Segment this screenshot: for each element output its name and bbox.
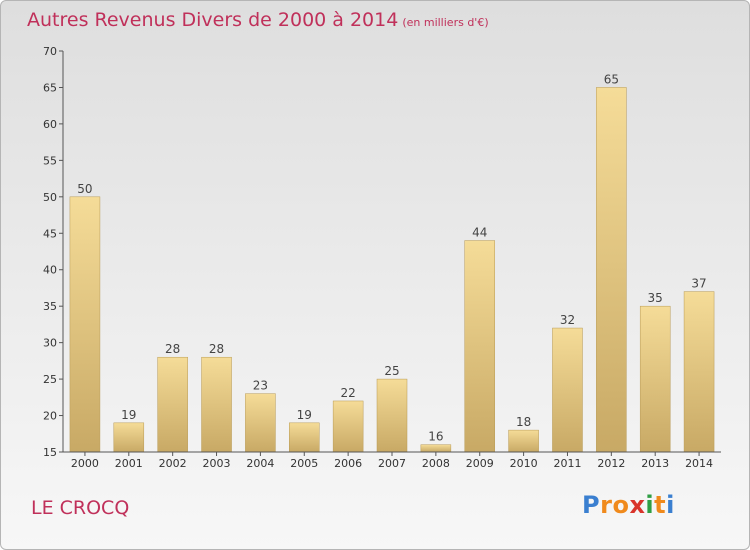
y-tick-label-55: 55 <box>43 154 57 167</box>
data-label-2008: 16 <box>428 430 443 444</box>
bar-2012 <box>596 87 627 453</box>
x-tick-label-2009: 2009 <box>466 457 494 470</box>
x-tick-label-2001: 2001 <box>115 457 143 470</box>
x-tick-label-2004: 2004 <box>246 457 274 470</box>
data-label-2001: 19 <box>121 408 136 422</box>
logo-letter: i <box>645 491 655 519</box>
data-label-2000: 50 <box>77 182 92 196</box>
bar-2008 <box>420 444 452 453</box>
logo-letter: o <box>612 491 630 519</box>
x-tick-label-2014: 2014 <box>685 457 713 470</box>
place-name: LE CROCQ <box>31 497 130 519</box>
data-label-2004: 23 <box>253 379 268 393</box>
data-label-2007: 25 <box>384 364 399 378</box>
bar-2003 <box>201 356 232 453</box>
axes-group: 2000 2001 2002 2003 2004 2005 2006 2007 2008 2009… <box>43 45 721 470</box>
bar-2011 <box>552 327 583 453</box>
y-tick-label-65: 65 <box>43 81 57 94</box>
bar-2005 <box>289 422 320 453</box>
data-label-2014: 37 <box>691 277 706 291</box>
data-label-2005: 19 <box>297 408 312 422</box>
chart-subtitle: (en milliers d'€) <box>402 16 489 29</box>
data-label-2009: 44 <box>472 226 487 240</box>
data-label-2010: 18 <box>516 415 531 429</box>
y-tick-label-70: 70 <box>43 45 57 58</box>
bar-2001 <box>113 422 145 453</box>
data-label-2013: 35 <box>648 291 663 305</box>
x-tick-label-2000: 2000 <box>71 457 99 470</box>
bar-2006 <box>332 400 364 453</box>
x-tick-label-2006: 2006 <box>334 457 362 470</box>
x-tick-label-2008: 2008 <box>422 457 450 470</box>
data-label-2003: 28 <box>209 342 224 356</box>
bar-2014 <box>683 291 715 453</box>
x-tick-label-2012: 2012 <box>597 457 625 470</box>
x-tick-label-2003: 2003 <box>203 457 231 470</box>
y-tick-label-60: 60 <box>43 118 57 131</box>
x-tick-label-2013: 2013 <box>641 457 669 470</box>
data-label-2012: 65 <box>604 72 619 86</box>
logo-letter: t <box>654 491 667 519</box>
chart-title: Autres Revenus Divers de 2000 à 2014 (en … <box>27 9 489 31</box>
bar-2000 <box>69 196 101 453</box>
y-tick-label-30: 30 <box>43 337 57 350</box>
bar-2013 <box>639 305 671 453</box>
y-tick-label-25: 25 <box>43 373 57 386</box>
x-tick-label-2010: 2010 <box>510 457 538 470</box>
y-tick-label-50: 50 <box>43 191 57 204</box>
logo-letter: x <box>629 491 646 519</box>
y-tick-label-40: 40 <box>43 264 57 277</box>
y-tick-label-35: 35 <box>43 300 57 313</box>
bar-2010 <box>508 429 539 453</box>
bar-2002 <box>157 356 188 453</box>
x-tick-label-2005: 2005 <box>290 457 318 470</box>
y-tick-label-15: 15 <box>43 446 57 459</box>
y-tick-label-45: 45 <box>43 227 57 240</box>
bars-group: 50 19 28 28 23 19 22 25 16 44 18 32 65 35 37 <box>69 72 715 453</box>
x-tick-label-2011: 2011 <box>553 457 581 470</box>
x-tick-label-2002: 2002 <box>159 457 187 470</box>
data-label-2011: 32 <box>560 313 575 327</box>
logo-letter: r <box>600 491 613 519</box>
y-tick-label-20: 20 <box>43 410 57 423</box>
bar-2004 <box>245 393 276 453</box>
bar-2007 <box>376 378 408 453</box>
logo-letter: P <box>582 491 601 519</box>
data-label-2002: 28 <box>165 342 180 356</box>
proxiti-logo: Proxiti <box>582 491 675 519</box>
logo-letter: i <box>666 491 675 519</box>
data-label-2006: 22 <box>340 386 355 400</box>
bar-2009 <box>464 240 495 453</box>
x-tick-label-2007: 2007 <box>378 457 406 470</box>
